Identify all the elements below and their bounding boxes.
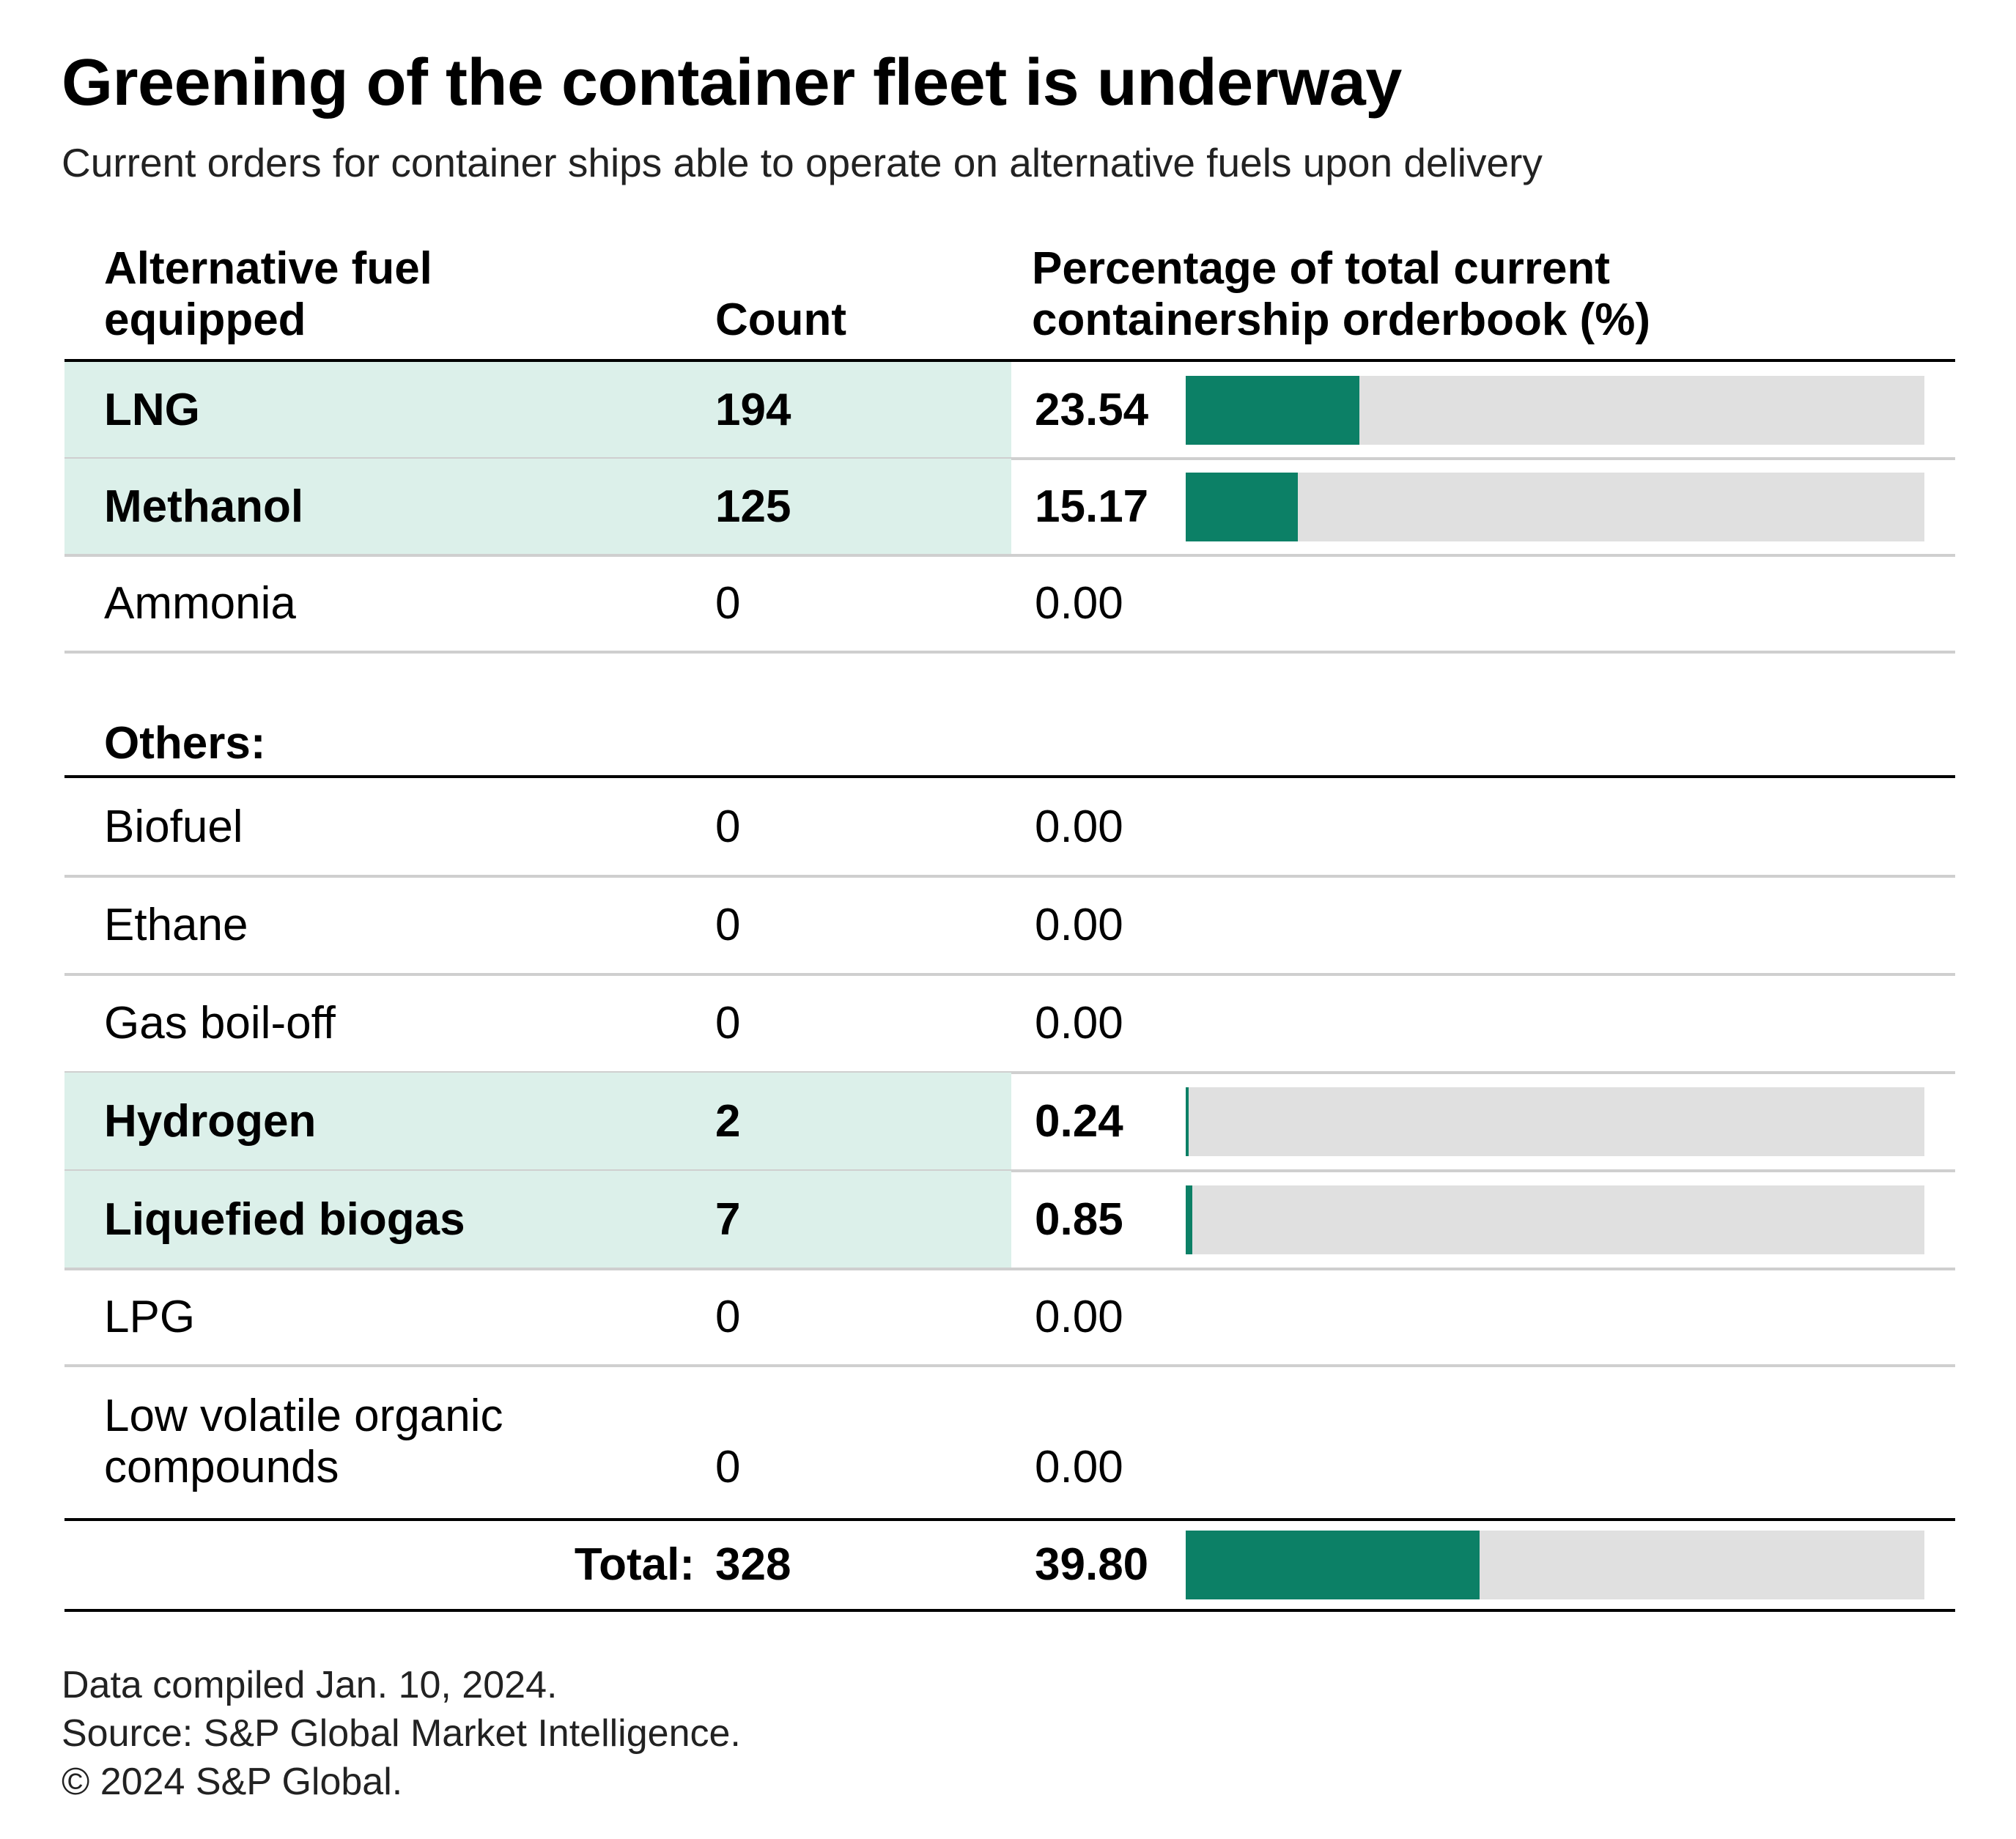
pct-value: 0.85 bbox=[1035, 1194, 1123, 1245]
others-label: Others: bbox=[104, 718, 266, 769]
pct-value: 15.17 bbox=[1035, 481, 1149, 532]
pct-bar bbox=[1186, 1087, 1189, 1156]
pct-value: 0.24 bbox=[1035, 1096, 1123, 1147]
fuel-label: Biofuel bbox=[104, 802, 243, 852]
header-count: Count bbox=[715, 295, 847, 345]
header-fuel: Alternative fuel equipped bbox=[104, 243, 432, 346]
row-highlight bbox=[64, 362, 1011, 459]
count-value: 0 bbox=[715, 1442, 741, 1492]
count-value: 0 bbox=[715, 802, 741, 852]
pct-bar-track bbox=[1186, 473, 1924, 541]
row-highlight bbox=[64, 1171, 1011, 1269]
total-bottom-rule bbox=[64, 1609, 1955, 1612]
total-pct: 39.80 bbox=[1035, 1539, 1149, 1590]
total-count: 328 bbox=[715, 1539, 791, 1590]
fuel-label-line1: Low volatile organic bbox=[104, 1391, 503, 1441]
total-top-rule bbox=[64, 1518, 1955, 1521]
fuel-label: Ethane bbox=[104, 900, 248, 950]
row-divider bbox=[64, 1364, 1955, 1367]
row-divider bbox=[64, 973, 1955, 976]
count-value: 194 bbox=[715, 385, 791, 435]
total-bar bbox=[1186, 1531, 1480, 1599]
pct-bar bbox=[1186, 473, 1298, 541]
footer-copyright: © 2024 S&P Global. bbox=[62, 1761, 403, 1803]
header-rule bbox=[64, 359, 1955, 362]
others-rule bbox=[64, 775, 1955, 778]
pct-value: 0.00 bbox=[1035, 998, 1123, 1048]
row-highlight bbox=[64, 459, 1011, 555]
count-value: 0 bbox=[715, 1292, 741, 1342]
footer-source: Source: S&P Global Market Intelligence. bbox=[62, 1712, 741, 1755]
fuel-label: Hydrogen bbox=[104, 1096, 317, 1147]
pct-bar-track bbox=[1186, 1087, 1924, 1156]
count-value: 125 bbox=[715, 481, 791, 532]
fuel-label-line2: compounds bbox=[104, 1442, 339, 1492]
pct-value: 23.54 bbox=[1035, 385, 1149, 435]
count-value: 2 bbox=[715, 1096, 741, 1147]
pct-value: 0.00 bbox=[1035, 1442, 1123, 1492]
pct-bar bbox=[1186, 1185, 1192, 1254]
row-divider bbox=[64, 875, 1955, 878]
fuel-label: LNG bbox=[104, 385, 200, 435]
header-pct: Percentage of total current containershi… bbox=[1032, 243, 1650, 346]
fuel-label: Low volatile organic compounds bbox=[104, 1391, 503, 1493]
fuel-label: Methanol bbox=[104, 481, 304, 532]
pct-bar-track bbox=[1186, 1185, 1924, 1254]
row-divider bbox=[64, 554, 1955, 557]
fuel-label: Gas boil-off bbox=[104, 998, 336, 1048]
header-pct-line2: containership orderbook (%) bbox=[1032, 295, 1650, 345]
pct-value: 0.00 bbox=[1035, 578, 1123, 629]
header-pct-line1: Percentage of total current bbox=[1032, 243, 1610, 294]
header-fuel-line1: Alternative fuel bbox=[104, 243, 432, 294]
total-label: Total: bbox=[574, 1539, 695, 1590]
header-fuel-line2: equipped bbox=[104, 295, 306, 345]
pct-bar bbox=[1186, 376, 1360, 445]
chart-title: Greening of the container fleet is under… bbox=[62, 46, 1402, 119]
count-value: 0 bbox=[715, 578, 741, 629]
pct-value: 0.00 bbox=[1035, 1292, 1123, 1342]
count-value: 7 bbox=[715, 1194, 741, 1245]
row-divider bbox=[64, 651, 1955, 654]
fuel-label: Ammonia bbox=[104, 578, 296, 629]
count-value: 0 bbox=[715, 998, 741, 1048]
count-value: 0 bbox=[715, 900, 741, 950]
row-divider bbox=[64, 1268, 1955, 1270]
pct-value: 0.00 bbox=[1035, 802, 1123, 852]
chart-subtitle: Current orders for container ships able … bbox=[62, 140, 1543, 185]
fuel-label: Liquefied biogas bbox=[104, 1194, 465, 1245]
pct-value: 0.00 bbox=[1035, 900, 1123, 950]
footer-date: Data compiled Jan. 10, 2024. bbox=[62, 1664, 558, 1706]
row-highlight bbox=[64, 1073, 1011, 1171]
fuel-label: LPG bbox=[104, 1292, 196, 1342]
